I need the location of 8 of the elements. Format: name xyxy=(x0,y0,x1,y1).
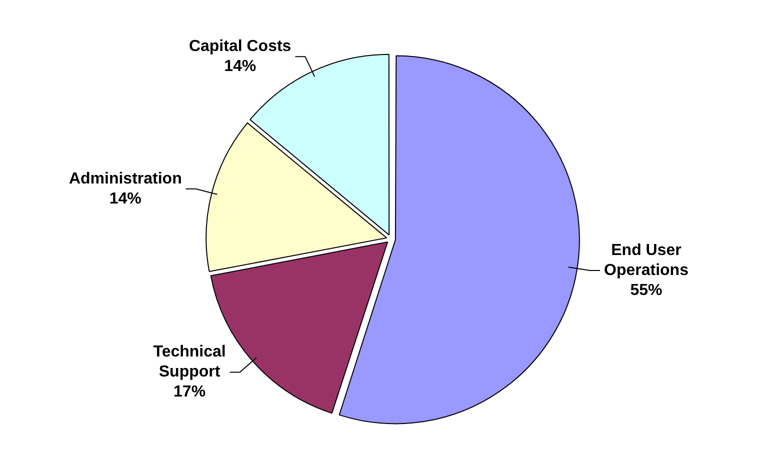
data-label: 14% xyxy=(109,190,142,208)
data-label: 14% xyxy=(224,58,256,76)
slice-label: Technical Support xyxy=(153,344,226,381)
slice-label: End User Operations xyxy=(604,242,689,279)
data-label: 55% xyxy=(630,282,662,299)
slice-label: Administration xyxy=(68,170,182,188)
data-label: 17% xyxy=(174,384,206,401)
slice-label: Capital Costs xyxy=(188,38,292,56)
